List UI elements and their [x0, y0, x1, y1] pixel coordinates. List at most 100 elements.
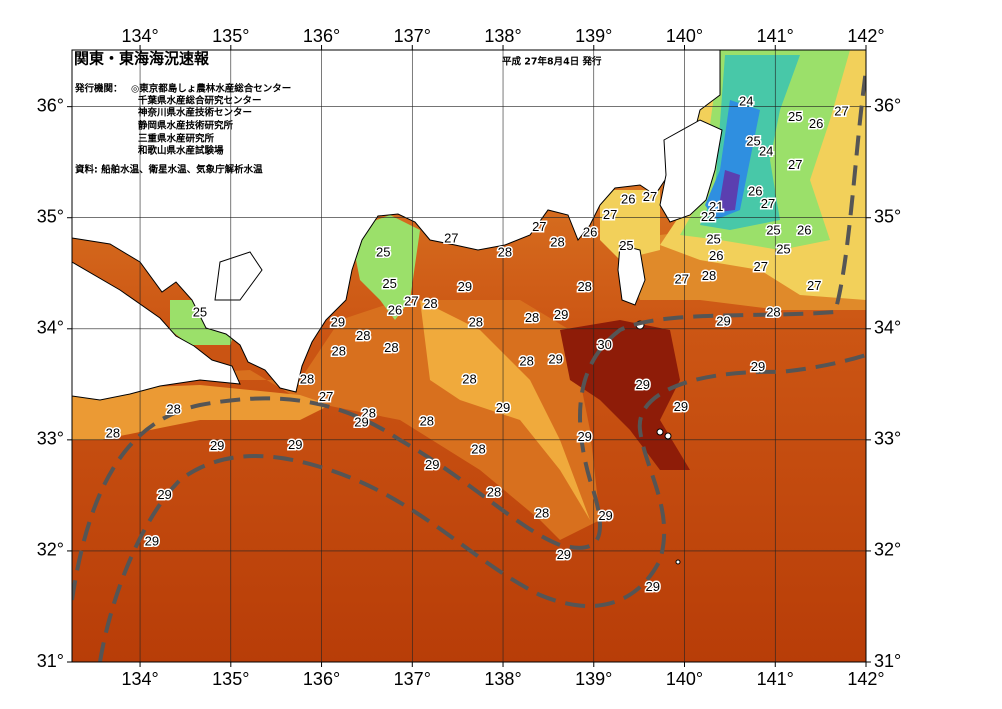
x-tick-label: 137° [394, 669, 431, 689]
y-tick-label: 33° [37, 429, 64, 449]
contour-label: 29 [554, 307, 568, 322]
contour-label: 29 [496, 400, 510, 415]
contour-label: 27 [643, 189, 657, 204]
contour-label: 27 [319, 389, 333, 404]
contour-label: 28 [487, 485, 501, 500]
contour-label: 28 [535, 506, 549, 521]
contour-label: 29 [557, 547, 571, 562]
contour-label: 29 [210, 438, 224, 453]
contour-label: 29 [577, 429, 591, 444]
axes: 134° 134° 135° 135° 136° 136° 137° 137° 138° 138°… [37, 26, 901, 689]
y-tick-label: 31° [37, 651, 64, 671]
sea-zone [350, 215, 420, 320]
contour-label: 26 [388, 302, 402, 317]
contour-label: 21 [709, 199, 723, 214]
contour-label: 28 [577, 279, 591, 294]
land [659, 119, 723, 223]
contour-label: 28 [462, 371, 476, 386]
island [675, 559, 681, 565]
y-tick-label: 31° [874, 651, 901, 671]
contour-label: 28 [420, 414, 434, 429]
contour-label: 28 [702, 268, 716, 283]
y-tick-label: 35° [37, 206, 64, 226]
contour-label: 28 [525, 310, 539, 325]
contour-label: 28 [519, 354, 533, 369]
frame [71, 49, 867, 663]
y-tick-label: 34° [874, 318, 901, 338]
contour-label: 28 [106, 426, 120, 441]
organization: ◎東京都島しょ農林水産総合センター [131, 83, 291, 95]
x-tick-label: 139° [575, 26, 612, 46]
contour-label: 27 [404, 294, 418, 309]
contour-label: 28 [471, 441, 485, 456]
y-tick-label: 32° [37, 540, 64, 560]
contour-label: 26 [797, 222, 811, 237]
contour-label: 28 [423, 296, 437, 311]
contour-label: 28 [300, 371, 314, 386]
contour-label: 29 [636, 377, 650, 392]
contour-label: 28 [332, 344, 346, 359]
current-path [98, 353, 866, 662]
contour-label: 27 [761, 196, 775, 211]
contour-label: 27 [807, 278, 821, 293]
contour-label: 29 [288, 437, 302, 452]
issue-date: 平成 27年8月4日 発行 [502, 56, 602, 68]
x-tick-label: 141° [757, 669, 794, 689]
x-tick-label: 136° [303, 669, 340, 689]
contour-label: 27 [788, 157, 802, 172]
x-tick-label: 142° [847, 26, 884, 46]
contour-label: 28 [384, 340, 398, 355]
x-tick-label: 138° [484, 26, 521, 46]
current-path [72, 69, 866, 601]
contour-label: 28 [469, 315, 483, 330]
y-tick-label: 33° [874, 429, 901, 449]
contour-label: 22 [701, 209, 715, 224]
contour-label: 27 [444, 230, 458, 245]
contour-label: 29 [425, 457, 439, 472]
contour-label: 25 [193, 305, 207, 320]
contour-label: 28 [550, 235, 564, 250]
contour-label: 27 [532, 219, 546, 234]
x-tick-label: 137° [394, 26, 431, 46]
sea-zone [420, 300, 590, 520]
contour-label: 29 [751, 359, 765, 374]
contour-label: 27 [754, 259, 768, 274]
contour-label: 29 [674, 399, 688, 414]
land [72, 261, 241, 401]
contour-label: 27 [603, 207, 617, 222]
sea-zone [600, 190, 660, 260]
contour-label: 29 [331, 315, 345, 330]
y-tick-label: 35° [874, 206, 901, 226]
contour-label: 25 [706, 231, 720, 246]
contour-label: 26 [621, 191, 635, 206]
contour-label: 28 [356, 328, 370, 343]
contour-label: 28 [766, 305, 780, 320]
x-tick-label: 139° [575, 669, 612, 689]
contour-label: 24 [759, 144, 773, 159]
x-tick-label: 142° [847, 669, 884, 689]
sea-zone [718, 170, 740, 212]
x-tick-label: 136° [303, 26, 340, 46]
organization: 静岡県水産技術研究所 [138, 120, 234, 132]
x-tick-label: 140° [666, 26, 703, 46]
contour-label: 29 [598, 508, 612, 523]
contour-label: 26 [748, 184, 762, 199]
x-tick-label: 134° [121, 669, 158, 689]
contour-label: 29 [548, 351, 562, 366]
contour-label: 25 [619, 238, 633, 253]
contour-label: 29 [157, 487, 171, 502]
x-tick-label: 141° [757, 26, 794, 46]
contour-label: 29 [716, 314, 730, 329]
contour-label: 26 [583, 225, 597, 240]
x-tick-label: 134° [121, 26, 158, 46]
organization: 千葉県水産総合研究センター [138, 95, 262, 107]
land [72, 50, 721, 393]
contour-label: 29 [354, 415, 368, 430]
data-source: 資料: 船舶水温、衛星水温、気象庁解析水温 [75, 164, 263, 176]
contour-label: 28 [498, 245, 512, 260]
current-axis [72, 69, 866, 662]
contour-label: 28 [361, 406, 375, 421]
